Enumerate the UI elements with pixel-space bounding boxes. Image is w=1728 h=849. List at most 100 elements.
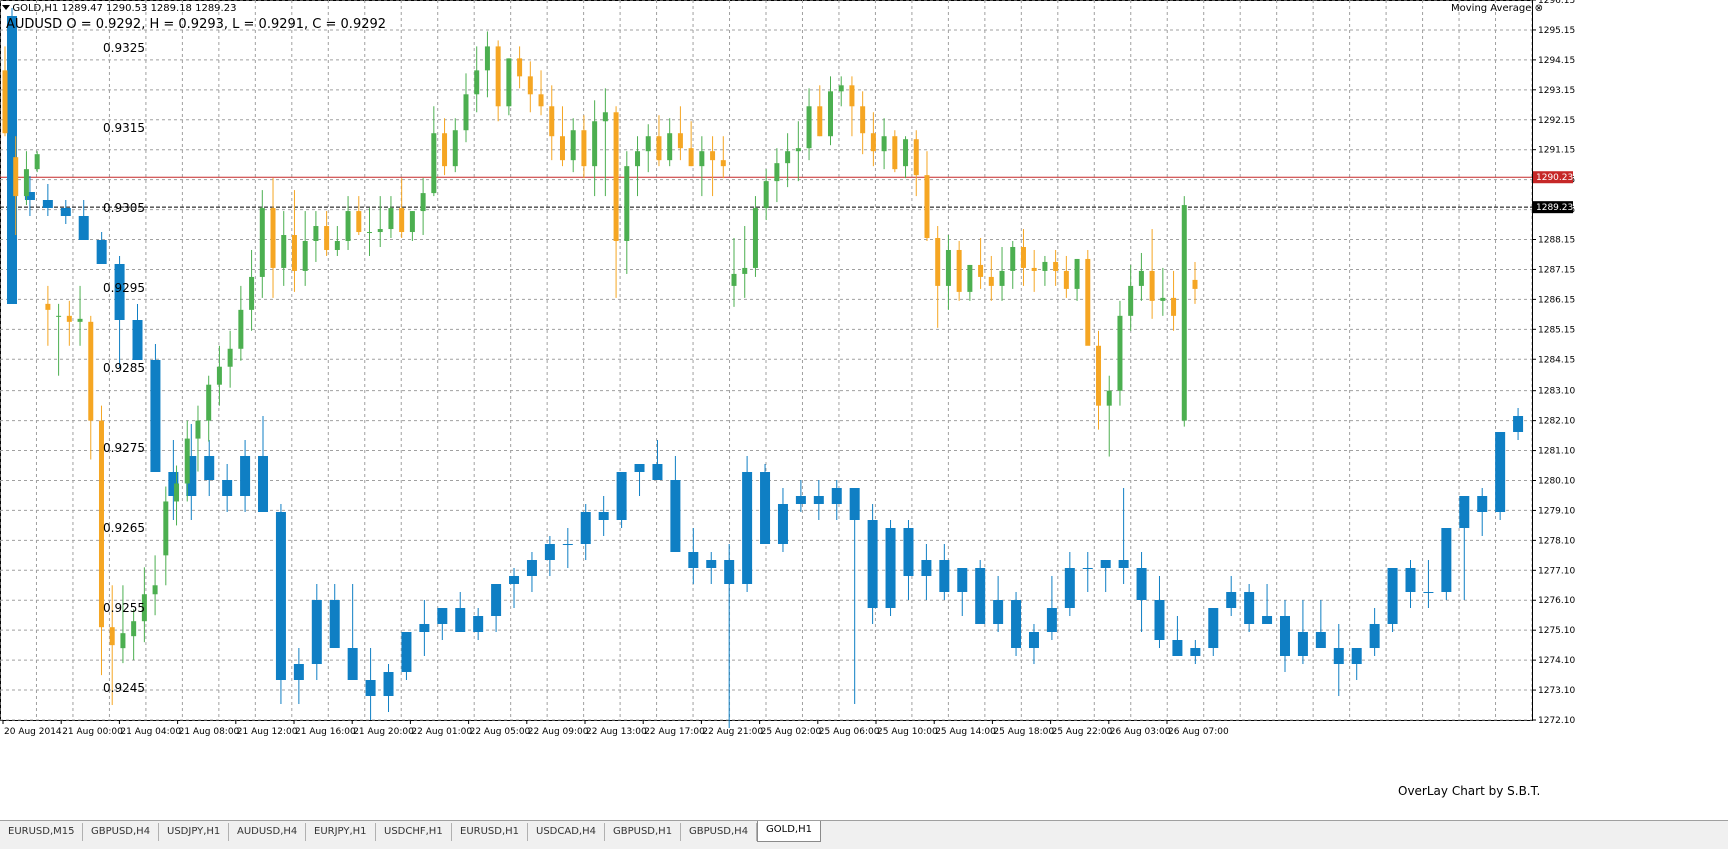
overlay-candle-body [1046,608,1057,632]
gold-candle-body [967,264,973,292]
overlay-candle-body [795,496,806,504]
overlay-candle-body [975,568,986,624]
overlay-candle-body [24,192,35,200]
chart-tab[interactable]: GBPUSD,H4 [681,823,758,841]
chart-tab[interactable]: GOLD,H1 [757,821,821,842]
gold-candle-body [334,240,340,250]
gold-candle-body [399,208,405,233]
gold-candle-body [131,621,137,637]
gold-candle-body [677,133,683,149]
gold-candle-body [1042,261,1048,271]
gold-candle-body [870,133,876,152]
overlay-candle-body [885,528,896,608]
price-axis-label: 1283.10 [1538,387,1575,397]
gold-candle-body [195,420,201,439]
gold-candle-body [559,136,565,161]
overlay-candle-body [1244,592,1255,624]
chart-tab[interactable]: GBPUSD,H1 [605,823,682,841]
gold-candle-body [13,157,19,197]
gold-candle-body [452,130,458,167]
gold-candle-body [2,70,8,134]
overlay-candle-body [526,560,537,576]
overlay-candle-body [1262,616,1273,624]
chart-header: GOLD,H1 1289.47 1290.53 1289.18 1289.23 [6,3,236,14]
gold-candle-body [1117,315,1123,391]
overlay-candle-body [293,664,304,680]
gold-candle-body [238,309,244,349]
overlay-candle-body [1423,592,1434,593]
gold-candle-body [827,91,833,137]
gold-candle-body [281,235,287,268]
overlay-candle-body [240,456,251,496]
gold-candle-body [163,501,169,556]
time-axis-label: 25 Aug 22:00 [1052,727,1113,737]
overlay-candle-body [760,472,771,544]
overlay-candle-body [1028,632,1039,648]
overlay-candle-body [1011,600,1022,648]
price-chart[interactable]: 0.9325 0.9315 0.9305 0.9295 0.9285 0.9275 0.92… [0,0,1728,820]
overlay-candle-body [1369,624,1380,648]
gold-candle-body [216,366,222,385]
overlay-candle-body [275,512,286,680]
gold-candle-body [345,211,351,241]
chart-menu-triangle-icon[interactable] [2,5,10,10]
gold-candle-body [431,133,437,194]
gold-candle-body [667,133,673,161]
overlay-candle-body [598,512,609,520]
gold-candle-body [645,136,651,152]
chart-tab[interactable]: USDCHF,H1 [376,823,452,841]
overlay-scale-label: 0.9275 [103,441,145,455]
price-axis[interactable]: 1296.15 1295.15 1294.15 1293.15 1292.15 1291.… [1532,0,1575,726]
gold-candle-body [367,232,373,234]
chart-tab[interactable]: EURUSD,M15 [0,823,84,841]
price-axis-label: 1292.15 [1538,116,1575,126]
gold-candle-body [388,208,394,230]
time-axis-label: 21 Aug 16:00 [295,727,356,737]
overlay-candle-body [688,552,699,568]
chart-tab[interactable]: GBPUSD,H4 [83,823,160,841]
chart-tab[interactable]: EURUSD,H1 [452,823,529,841]
close-indicator-icon[interactable]: ⊗ [1534,3,1543,14]
time-axis-label: 22 Aug 09:00 [528,727,589,737]
time-axis-label: 25 Aug 10:00 [877,727,938,737]
gold-candle-body [506,58,512,107]
gold-candle-body [1160,297,1166,301]
gold-candle-body [881,136,887,152]
gold-candle-body [613,112,619,241]
price-axis-label: 1293.15 [1538,86,1575,96]
price-axis-label: 1273.10 [1538,686,1575,696]
gold-candle-body [66,315,72,322]
overlay-candle-body [1495,432,1506,512]
overlay-candle-body [258,456,269,512]
chart-tab[interactable]: USDJPY,H1 [159,823,230,841]
gold-candle-body [892,136,898,170]
gold-candle-body [227,348,233,367]
overlay-scale-label: 0.9255 [103,601,145,615]
overlay-candle-body [1477,496,1488,512]
overlay-scale-label: 0.9245 [103,681,145,695]
overlay-candle-body [903,528,914,576]
overlay-candle-body [939,560,950,592]
overlay-candle-body [652,464,663,480]
gold-candle-body [720,160,726,167]
overlay-candle-body [96,240,107,264]
chart-tab[interactable]: USDCAD,H4 [528,823,605,841]
time-axis-label: 21 Aug 04:00 [120,727,181,737]
overlay-candle-body [831,488,842,504]
gold-candle-body [420,193,426,212]
overlay-candle-body [1405,568,1416,592]
indicator-label[interactable]: Moving Average ⊗ [1451,3,1543,14]
gold-candle-body [1010,246,1016,271]
overlay-candle-body [1082,568,1093,569]
chart-tab[interactable]: EURJPY,H1 [306,823,376,841]
gold-candle-body [302,240,308,271]
gold-candle-body [635,151,641,167]
price-axis-label: 1280.10 [1538,476,1575,486]
overlay-candle-body [562,544,573,545]
gold-candle-body [324,226,330,250]
gold-candle-body [409,211,415,233]
chart-tab[interactable]: AUDUSD,H4 [229,823,307,841]
overlay-candle-body [813,496,824,504]
